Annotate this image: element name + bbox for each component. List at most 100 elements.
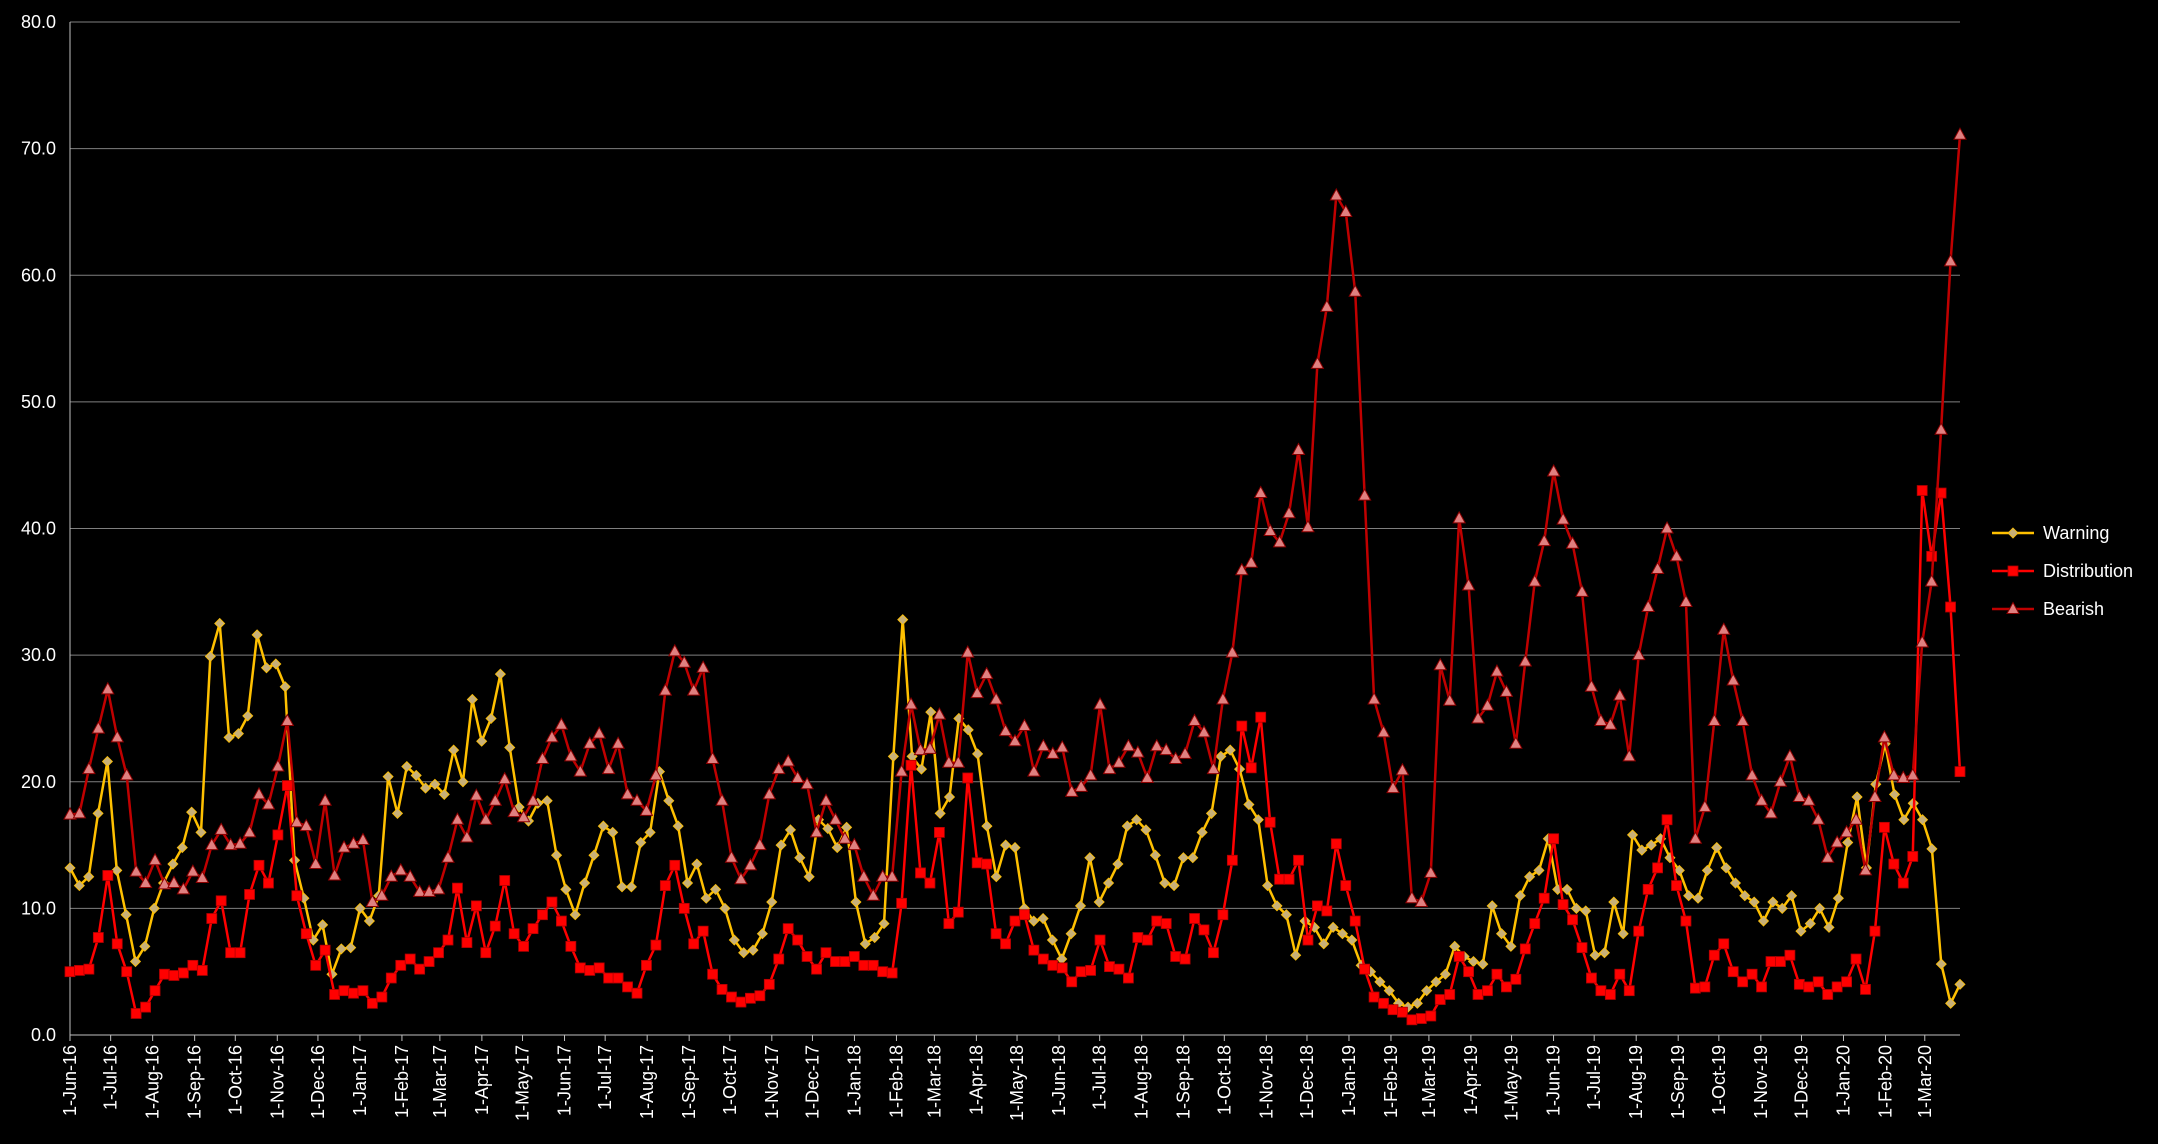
data-point-distribution bbox=[1000, 938, 1011, 950]
data-point-distribution bbox=[669, 859, 681, 871]
data-point-warning bbox=[176, 842, 188, 854]
data-point-bearish bbox=[1301, 519, 1315, 533]
data-point-bearish bbox=[441, 850, 455, 863]
data-point-distribution bbox=[1718, 938, 1730, 950]
series-bearish bbox=[63, 127, 1967, 908]
data-point-distribution bbox=[1850, 953, 1862, 965]
gridlines bbox=[70, 21, 1960, 909]
data-point-warning bbox=[335, 943, 347, 955]
data-point-warning bbox=[1729, 877, 1742, 889]
x-tick-label: 1-Jan-20 bbox=[1833, 1045, 1853, 1116]
data-point-warning bbox=[1636, 844, 1648, 856]
data-point-warning bbox=[625, 881, 637, 893]
data-point-bearish bbox=[1187, 713, 1202, 726]
data-point-warning bbox=[560, 883, 572, 895]
x-tick-label: 1-Nov-18 bbox=[1256, 1045, 1276, 1119]
x-tick-label: 1-Jan-17 bbox=[350, 1045, 370, 1116]
data-point-distribution bbox=[1841, 976, 1852, 988]
data-point-distribution bbox=[622, 981, 633, 993]
data-point-distribution bbox=[1198, 924, 1210, 936]
data-point-distribution bbox=[1151, 915, 1163, 927]
data-point-distribution bbox=[1803, 981, 1815, 993]
data-point-distribution bbox=[773, 953, 785, 965]
data-point-warning bbox=[869, 931, 881, 944]
data-point-bearish bbox=[129, 864, 143, 877]
data-point-warning bbox=[1617, 928, 1629, 940]
data-point-distribution bbox=[187, 959, 199, 971]
legend-marker bbox=[2007, 565, 2019, 577]
series-distribution bbox=[64, 485, 1966, 1026]
data-point-distribution bbox=[527, 923, 539, 935]
data-point-bearish bbox=[1433, 657, 1448, 671]
data-point-warning bbox=[476, 735, 488, 747]
data-point-distribution bbox=[1037, 953, 1049, 965]
data-point-bearish bbox=[1631, 647, 1646, 661]
data-point-distribution bbox=[905, 759, 917, 771]
data-point-bearish bbox=[1064, 784, 1079, 797]
data-point-bearish bbox=[1612, 688, 1627, 701]
data-point-warning bbox=[1851, 791, 1863, 803]
data-point-bearish bbox=[1943, 253, 1958, 267]
data-point-distribution bbox=[1529, 918, 1541, 929]
data-point-distribution bbox=[1793, 978, 1805, 990]
data-point-warning bbox=[1009, 842, 1021, 854]
data-point-bearish bbox=[1754, 793, 1769, 806]
data-point-distribution bbox=[556, 915, 567, 927]
data-point-bearish bbox=[1735, 713, 1750, 726]
data-point-bearish bbox=[1575, 584, 1589, 597]
data-point-distribution bbox=[1690, 982, 1701, 994]
data-point-distribution bbox=[499, 875, 511, 886]
data-point-bearish bbox=[356, 832, 370, 845]
data-point-distribution bbox=[1302, 934, 1314, 946]
data-point-bearish bbox=[545, 729, 559, 743]
x-tick-label: 1-Dec-16 bbox=[308, 1045, 328, 1119]
data-point-distribution bbox=[442, 934, 454, 946]
data-point-distribution bbox=[74, 965, 85, 976]
data-point-bearish bbox=[1320, 299, 1334, 312]
data-point-warning bbox=[831, 842, 843, 854]
data-point-warning bbox=[616, 881, 628, 893]
y-tick-label: 70.0 bbox=[21, 139, 56, 159]
y-tick-label: 0.0 bbox=[31, 1025, 56, 1045]
data-point-warning bbox=[672, 820, 684, 832]
data-point-bearish bbox=[1565, 536, 1580, 549]
legend-label: Warning bbox=[2043, 523, 2109, 543]
data-point-bearish bbox=[204, 837, 219, 851]
data-point-distribution bbox=[300, 928, 312, 940]
data-point-warning bbox=[1327, 921, 1339, 933]
data-point-warning bbox=[1215, 750, 1227, 762]
data-point-distribution bbox=[1661, 814, 1673, 826]
data-point-distribution bbox=[565, 940, 577, 952]
data-point-distribution bbox=[1170, 951, 1182, 962]
data-point-bearish bbox=[1764, 805, 1778, 819]
data-point-distribution bbox=[612, 972, 624, 984]
data-point-warning bbox=[915, 763, 928, 775]
data-point-distribution bbox=[1501, 981, 1512, 993]
x-tick-label: 1-Jan-18 bbox=[844, 1045, 864, 1116]
data-point-distribution bbox=[1756, 981, 1767, 993]
data-point-distribution bbox=[159, 968, 170, 980]
data-point-distribution bbox=[981, 858, 993, 870]
data-point-bearish bbox=[431, 881, 446, 895]
data-point-warning bbox=[73, 880, 85, 892]
data-point-distribution bbox=[1368, 991, 1380, 1003]
x-tick-label: 1-May-18 bbox=[1007, 1045, 1027, 1121]
data-point-warning bbox=[186, 806, 198, 818]
data-point-distribution bbox=[1671, 880, 1682, 891]
data-point-bearish bbox=[223, 837, 238, 851]
data-point-warning bbox=[195, 826, 207, 838]
data-point-bearish bbox=[790, 770, 805, 783]
data-point-bearish bbox=[176, 881, 191, 895]
data-point-distribution bbox=[177, 967, 189, 979]
x-tick-label: 1-Mar-17 bbox=[430, 1045, 450, 1118]
data-point-bearish bbox=[167, 875, 181, 889]
data-point-bearish bbox=[1376, 724, 1391, 738]
data-point-warning bbox=[1533, 864, 1545, 876]
data-point-warning bbox=[83, 871, 95, 883]
data-point-bearish bbox=[951, 755, 966, 768]
data-point-bearish bbox=[894, 764, 909, 777]
data-point-warning bbox=[569, 909, 581, 921]
data-point-bearish bbox=[337, 840, 351, 853]
data-point-bearish bbox=[715, 793, 729, 806]
data-point-warning bbox=[270, 658, 282, 670]
